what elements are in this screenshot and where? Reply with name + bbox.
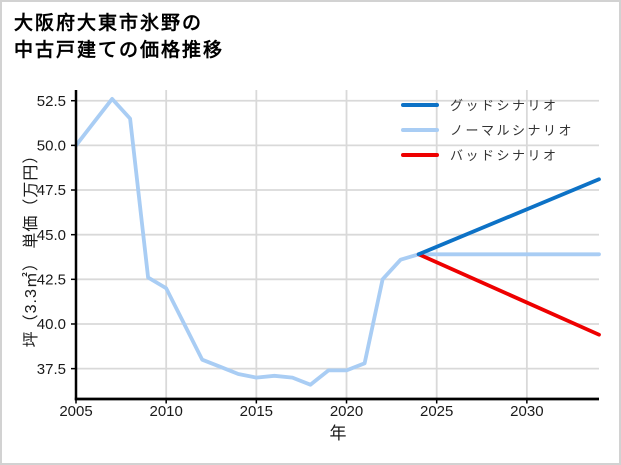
y-tick-label: 50.0 [37,138,66,155]
y-axis-label: 坪（3.3㎡） 単価（万円） [23,146,40,348]
series-lines [74,97,601,387]
x-tick-label: 2005 [59,403,92,420]
legend-label-normal-scenario: ノーマルシナリオ [450,123,575,138]
good-scenario-line-swatch [401,102,439,107]
y-tick-label: 37.5 [37,361,66,378]
legend-label-good-scenario: グッドシナリオ [450,98,559,113]
chart-title-line1: 大阪府大東市氷野の [14,13,204,34]
series-line-historical-price [74,97,421,387]
legend: グッドシナリオ ノーマルシナリオ バッドシナリオ [401,92,574,167]
legend-item-normal-scenario: ノーマルシナリオ [401,117,574,142]
chart-title: 大阪府大東市氷野の 中古戸建ての価格推移 [14,10,224,64]
bad-scenario-line-swatch [401,152,439,157]
normal-scenario-line-swatch [401,127,439,132]
y-tick-label: 45.0 [37,227,66,244]
chart-title-line2: 中古戸建ての価格推移 [14,40,225,61]
x-tick-label: 2015 [240,403,273,420]
series-line-グッドシナリオ [416,177,601,257]
y-tick-label: 47.5 [37,182,66,199]
x-axis-label: 年 [329,424,347,443]
series-line-バッドシナリオ [416,252,601,337]
axes-spines [71,90,599,404]
y-tick-label: 42.5 [37,272,66,289]
legend-label-bad-scenario: バッドシナリオ [450,148,559,163]
legend-item-bad-scenario: バッドシナリオ [401,142,574,167]
y-tick-label: 40.0 [37,316,66,333]
legend-item-good-scenario: グッドシナリオ [401,92,574,117]
x-tick-label: 2020 [330,403,363,420]
x-tick-label: 2010 [149,403,182,420]
y-tick-label: 52.5 [37,93,66,110]
x-tick-label: 2030 [510,403,543,420]
x-tick-label: 2025 [420,403,453,420]
tick-labels: 2005 2010 2015 2020 2025 2030 37.5 40.0 42.5 45.0… [37,93,544,420]
